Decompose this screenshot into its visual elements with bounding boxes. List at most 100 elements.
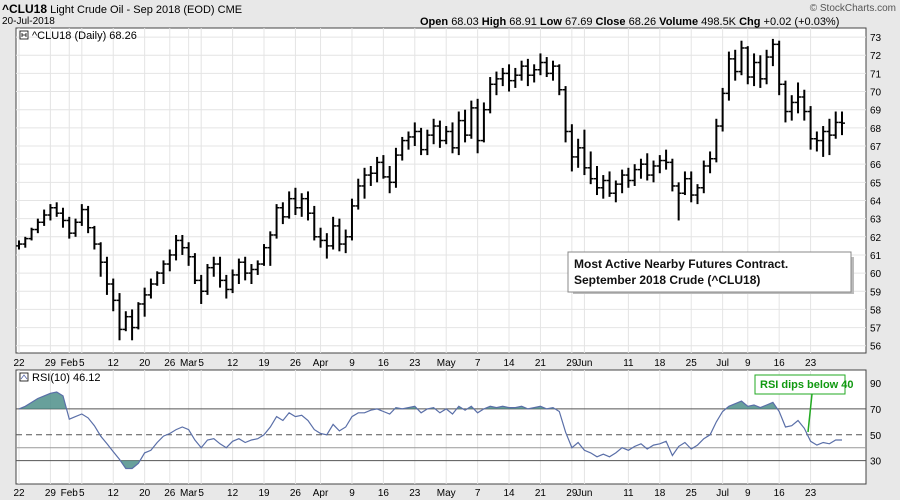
ohlc-bar (254, 260, 261, 275)
ohlc-bar (59, 207, 66, 228)
ohlc-bar (449, 122, 456, 154)
ohlc-bar (776, 40, 783, 96)
ohlc-bar (455, 111, 462, 156)
low-value: 67.69 (564, 16, 593, 28)
price-x-tick: 18 (654, 358, 666, 369)
ohlc-bar (688, 171, 695, 203)
rsi-x-tick: 7 (475, 488, 481, 499)
ohlc-bar (493, 71, 500, 96)
price-y-tick: 67 (870, 142, 882, 153)
rsi-x-tick: Mar (180, 488, 198, 499)
ohlc-bar (386, 165, 393, 194)
price-y-tick: 65 (870, 178, 882, 189)
ohlc-bar (141, 287, 148, 317)
ohlc-bar (198, 274, 205, 304)
ohlc-bar (744, 46, 751, 85)
rsi-annotation-label: RSI dips below 40 (760, 379, 854, 391)
ohlc-bar (832, 111, 839, 139)
ohlc-bar (261, 244, 268, 266)
ohlc-bar (235, 258, 242, 285)
rsi-panel (15, 369, 867, 485)
rsi-x-tick: Jul (716, 488, 729, 499)
ohlc-bar (619, 169, 626, 194)
ohlc-bar (267, 231, 274, 266)
price-x-tick: 9 (745, 358, 751, 369)
ohlc-bar (66, 216, 73, 239)
ohlc-bar (191, 253, 198, 285)
price-x-tick: 5 (198, 358, 204, 369)
ohlc-bar (694, 184, 701, 205)
rsi-line (18, 391, 842, 470)
rsi-x-tick: Jun (576, 488, 592, 499)
ohlc-bar (129, 309, 136, 341)
ohlc-bar (47, 204, 54, 221)
price-x-tick: 19 (258, 358, 270, 369)
ohlc-bar (769, 38, 776, 67)
quote-bar: Open 68.03 High 68.91 Low 67.69 Close 68… (420, 16, 839, 28)
rsi-x-tick: 29 (45, 488, 57, 499)
rsi-legend: RSI(10) 46.12 (19, 372, 100, 384)
ohlc-bar (480, 102, 487, 143)
ohlc-bar (675, 182, 682, 221)
ohlc-bar (348, 198, 355, 241)
ohlc-bar (826, 118, 833, 156)
ohlc-bar (462, 109, 469, 143)
ohlc-bar (392, 147, 399, 188)
price-legend: ^CLU18 (Daily) 68.26 (19, 30, 137, 42)
ohlc-bar (751, 53, 758, 87)
ohlc-bar (820, 126, 827, 157)
ohlc-bar (323, 233, 330, 259)
ohlc-bar (612, 180, 619, 203)
price-grid (16, 28, 866, 353)
ohlc-bar (663, 149, 670, 170)
price-x-tick: 22 (13, 358, 25, 369)
ohlc-bar (298, 193, 305, 217)
ohlc-bar (725, 51, 732, 101)
rsi-series-line (18, 391, 842, 470)
rsi-x-tick: 12 (227, 488, 239, 499)
ohlc-bar (411, 122, 418, 147)
ohlc-bar (468, 100, 475, 139)
ohlc-bar (166, 249, 173, 272)
ohlc-bar (418, 127, 425, 156)
ohlc-bar (719, 87, 726, 132)
ohlc-bar (330, 216, 337, 250)
chg-value: +0.02 (+0.03%) (763, 16, 840, 28)
price-y-tick: 64 (870, 196, 882, 207)
price-x-tick: 16 (378, 358, 390, 369)
ohlc-bar (273, 204, 280, 239)
ohlc-bar (650, 160, 657, 183)
rsi-y-tick: 70 (870, 405, 882, 416)
price-x-tick: 12 (227, 358, 239, 369)
ohlc-bar (361, 167, 368, 199)
ohlc-bar (813, 131, 820, 152)
annotation-line-2: September 2018 Crude (^CLU18) (574, 273, 760, 287)
price-x-tick: May (437, 358, 456, 369)
price-bars (16, 38, 845, 341)
ohlc-bar (656, 155, 663, 174)
price-y-tick: 56 (870, 342, 882, 353)
ohlc-bar (732, 49, 739, 81)
rsi-annotation-arrow (807, 393, 813, 433)
ohlc-bar (217, 256, 224, 288)
rsi-x-tick: May (437, 488, 456, 499)
price-y-tick: 68 (870, 124, 882, 135)
price-y-tick: 60 (870, 269, 882, 280)
ohlc-bar (537, 53, 544, 76)
rsi-x-tick: 19 (258, 488, 270, 499)
ohlc-bar (53, 202, 60, 217)
price-x-tick: 9 (349, 358, 355, 369)
price-x-tick: Apr (313, 358, 329, 369)
price-x-tick: Mar (180, 358, 198, 369)
chart-date: 20-Jul-2018 (2, 16, 55, 27)
ohlc-bar (22, 236, 29, 248)
price-y-tick: 66 (870, 160, 882, 171)
price-y-tick: 61 (870, 251, 882, 262)
ohlc-bar (593, 165, 600, 196)
ohlc-bar (135, 302, 142, 330)
ohlc-bar (229, 269, 236, 294)
price-annotation: Most Active Nearby Futures Contract. Sep… (567, 251, 854, 294)
ohlc-bar (487, 77, 494, 114)
ohlc-bar (367, 165, 374, 186)
